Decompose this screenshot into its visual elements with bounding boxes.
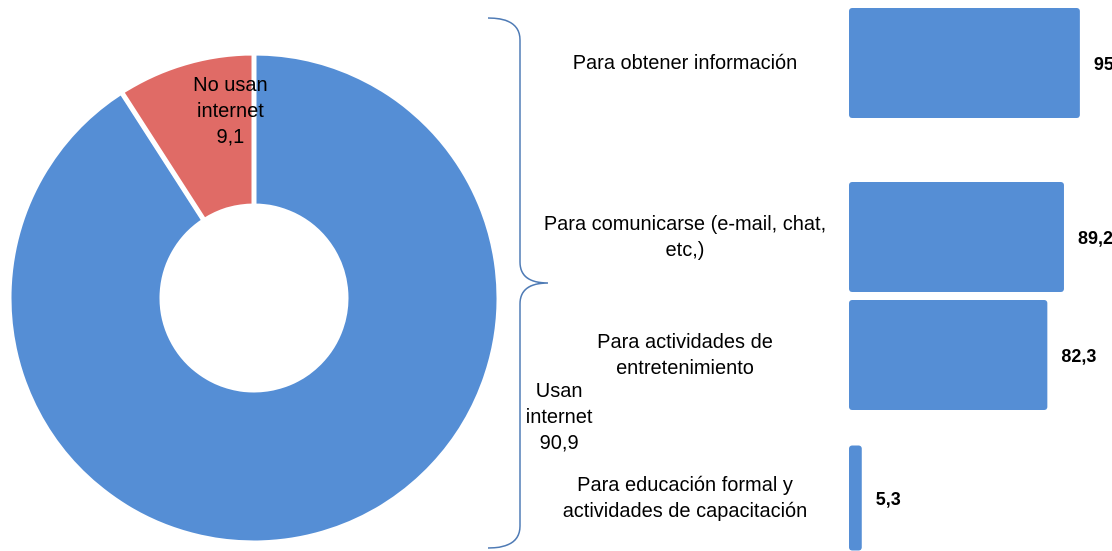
bar-label: Para actividades de entretenimiento <box>597 331 773 379</box>
brace <box>487 17 549 549</box>
bar-value: 5,3 <box>875 489 901 509</box>
bar <box>849 8 1080 118</box>
bar <box>849 300 1048 410</box>
bar-label: Para educación formal y actividades de c… <box>562 474 808 522</box>
bar <box>849 182 1064 292</box>
segment-label: Usan internet <box>525 379 593 428</box>
bar-value: 89,2 <box>1077 228 1112 248</box>
bar-value: 82,3 <box>1061 346 1097 366</box>
bar-label: Para obtener información <box>572 52 798 74</box>
bar-value: 95,8 <box>1093 54 1112 74</box>
segment-label: No usan internet <box>193 73 268 122</box>
bar-label: Para comunicarse (e-mail, chat, etc,) <box>543 213 827 261</box>
donut-segment <box>6 50 502 546</box>
segment-value: 90,9 <box>539 431 579 454</box>
bar <box>849 445 862 551</box>
donut-segment <box>117 50 257 225</box>
segment-value: 9,1 <box>216 125 245 148</box>
